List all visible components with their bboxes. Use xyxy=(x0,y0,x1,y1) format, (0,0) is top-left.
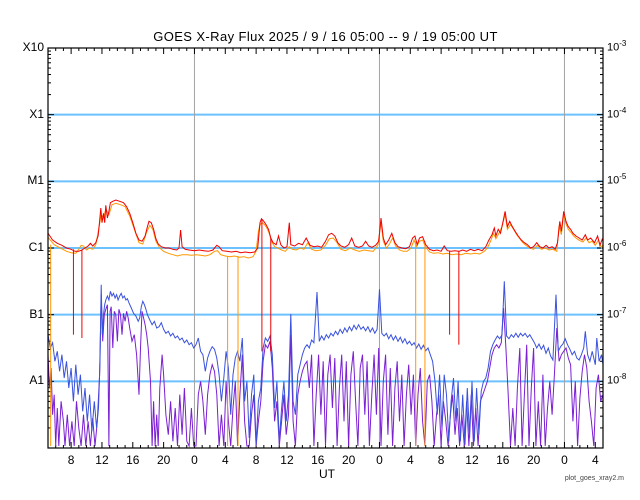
trace-group xyxy=(48,199,603,448)
plot-frame xyxy=(47,47,604,449)
xray-long-secondary-trace xyxy=(48,202,603,259)
xray-short-secondary-trace xyxy=(48,294,603,448)
xray-short-primary-trace xyxy=(48,281,603,445)
xray-long-primary-trace xyxy=(48,199,603,254)
